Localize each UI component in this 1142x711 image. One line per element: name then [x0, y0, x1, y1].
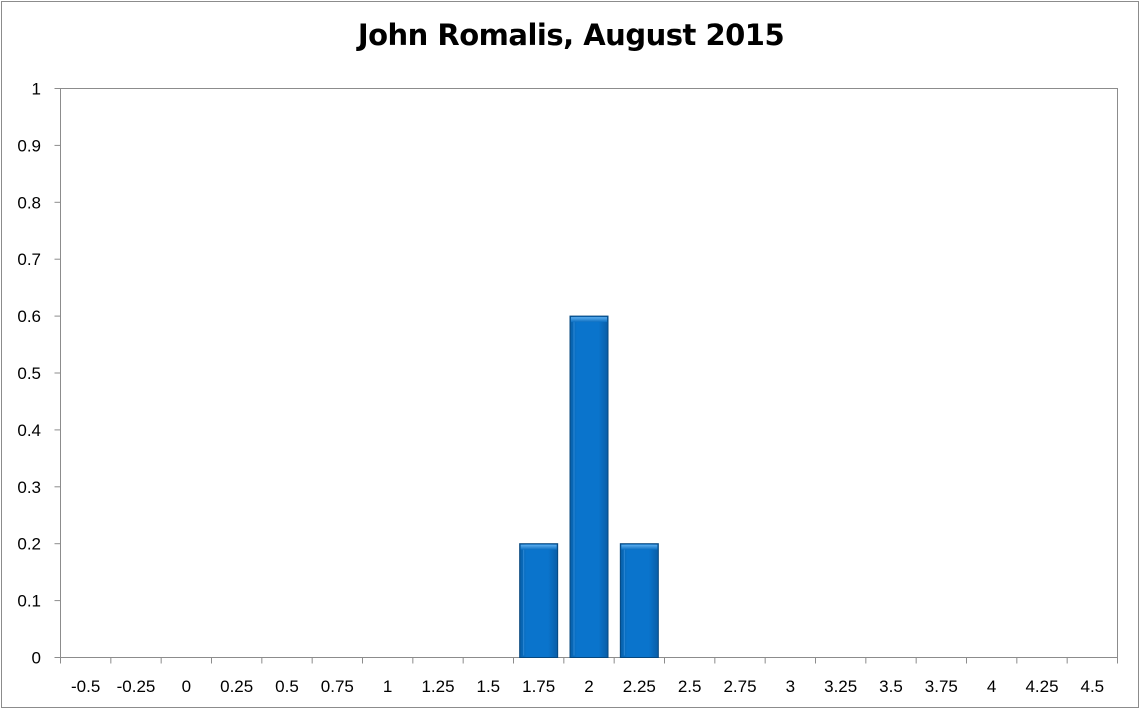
- x-tick-label: 2.75: [723, 677, 756, 696]
- y-tick-label: 1: [32, 80, 41, 99]
- x-tick-label: 4.25: [1025, 677, 1058, 696]
- bar: [569, 315, 609, 658]
- x-tick-label: 3.25: [824, 677, 857, 696]
- y-tick-label: 0: [32, 649, 41, 668]
- x-tick-label: 0.25: [220, 677, 253, 696]
- x-axis: -0.5 -0.25 0 0.25 0.5 0.75 1 1.25 1.5 1.75 2 2.25 2.…: [60, 657, 1118, 696]
- x-tick-label: 2: [584, 677, 593, 696]
- bar: [519, 543, 559, 659]
- bar: [619, 543, 659, 659]
- x-tick-label: 0: [182, 677, 191, 696]
- x-tick-label: 4: [987, 677, 996, 696]
- x-tick-label: 1.25: [421, 677, 454, 696]
- bar-series: [519, 315, 659, 659]
- x-tick-label: 3.75: [925, 677, 958, 696]
- y-tick-label: 0.8: [17, 193, 41, 212]
- x-tick-label: 3: [786, 677, 795, 696]
- x-tick-label: 1.5: [477, 677, 501, 696]
- y-tick-label: 0.3: [17, 478, 41, 497]
- y-tick-label: 0.4: [17, 421, 41, 440]
- x-tick-label: 3.5: [879, 677, 903, 696]
- y-tick-label: 0.1: [17, 592, 41, 611]
- x-tick-label: -0.25: [117, 677, 156, 696]
- x-tick-label: 4.5: [1081, 677, 1105, 696]
- y-tick-label: 0.5: [17, 364, 41, 383]
- x-tick-label: 1: [383, 677, 392, 696]
- y-tick-label: 0.7: [17, 250, 41, 269]
- y-tick-label: 0.6: [17, 307, 41, 326]
- x-tick-label: 2.25: [623, 677, 656, 696]
- y-axis: 0 0.1 0.2 0.3 0.4 0.5 0.6 0.7 0.8 0.9 1: [17, 80, 61, 668]
- y-tick-label: 0.9: [17, 136, 41, 155]
- y-tick-label: 0.2: [17, 535, 41, 554]
- x-tick-label: 1.75: [522, 677, 555, 696]
- x-tick-label: 2.5: [678, 677, 702, 696]
- chart-title: John Romalis, August 2015: [357, 18, 785, 52]
- x-tick-label: 0.75: [321, 677, 354, 696]
- x-tick-label: 0.5: [275, 677, 299, 696]
- x-tick-label: -0.5: [71, 677, 100, 696]
